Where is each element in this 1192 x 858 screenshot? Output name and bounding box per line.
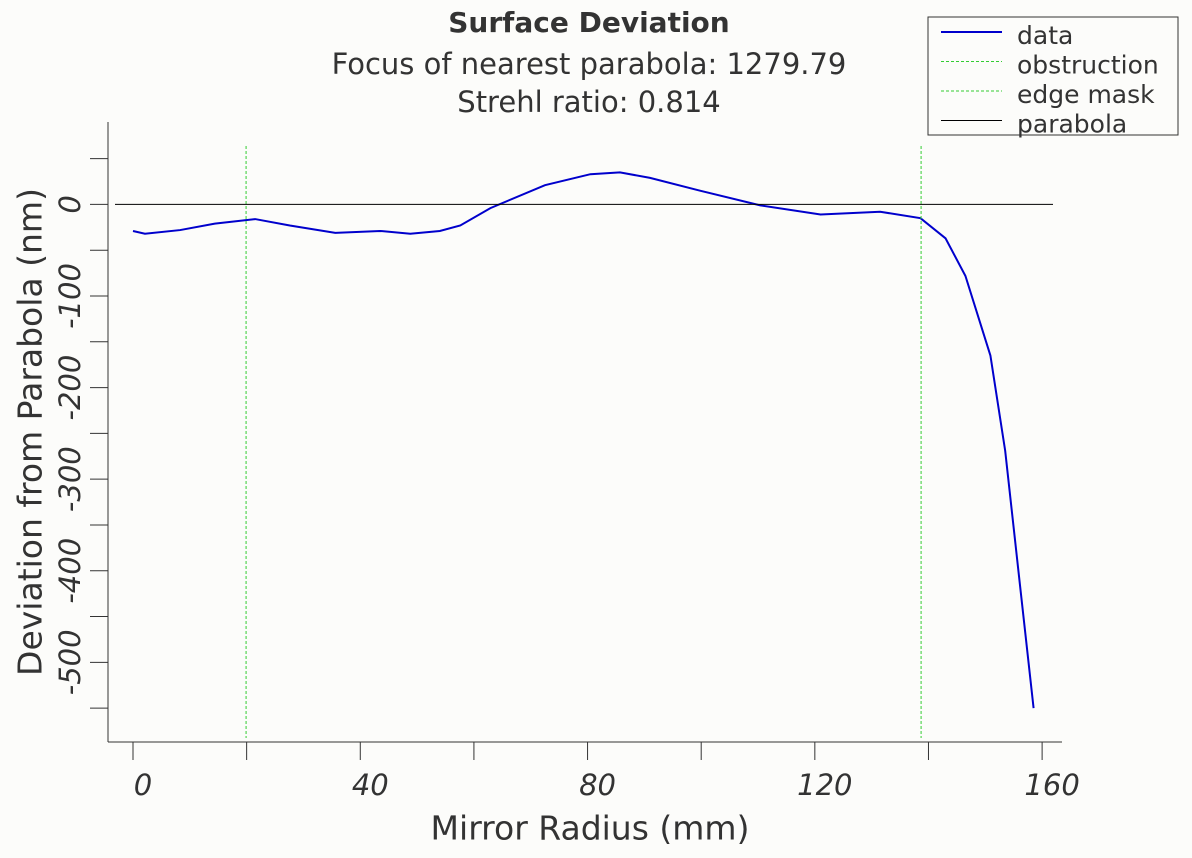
- chart-subtitle: Strehl ratio: 0.814: [457, 85, 720, 119]
- data-line: [132, 171, 1035, 709]
- y-tick-label: 0: [53, 195, 87, 213]
- legend-label: edge mask: [1017, 80, 1155, 109]
- legend-box: [927, 16, 1179, 136]
- chart-subtitle: Focus of nearest parabola: 1279.79: [332, 47, 847, 81]
- y-tick-label: -400: [53, 538, 87, 604]
- x-tick-label: 120: [797, 768, 852, 802]
- legend-label: data: [1017, 21, 1073, 50]
- chart-title: Surface Deviation: [448, 6, 729, 39]
- x-axis-label: Mirror Radius (mm): [431, 809, 750, 848]
- y-tick-label: -500: [53, 629, 87, 695]
- legend-label: obstruction: [1017, 51, 1159, 80]
- x-tick-label: 40: [352, 768, 389, 802]
- x-tick-label: 160: [1024, 768, 1079, 802]
- x-tick-label: 0: [134, 768, 152, 802]
- y-tick-label: -200: [53, 355, 87, 421]
- y-tick-label: -300: [53, 446, 87, 512]
- legend-label: parabola: [1017, 110, 1127, 139]
- y-axis-label: Deviation from Parabola (nm): [11, 188, 50, 676]
- y-tick-label: -100: [53, 263, 87, 329]
- x-tick-label: 80: [579, 768, 616, 802]
